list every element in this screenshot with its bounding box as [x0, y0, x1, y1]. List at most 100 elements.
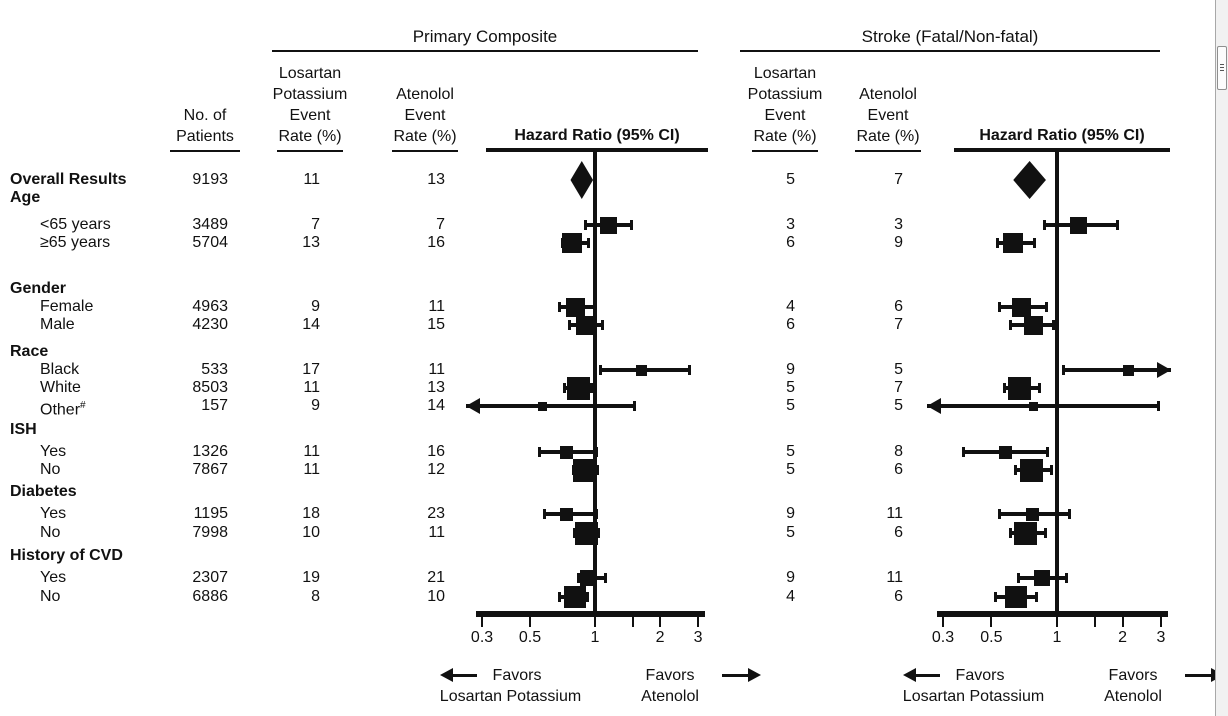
- favors-atenolol-label-pc: Favors: [645, 667, 695, 684]
- row-value: 11: [428, 361, 445, 378]
- col-underline: [752, 150, 818, 152]
- favors-left-arrow-icon: [903, 668, 916, 682]
- ci-cap: [1009, 528, 1013, 538]
- ci-cap: [587, 238, 591, 248]
- ci-line: [466, 404, 635, 408]
- ci-cap: [595, 465, 599, 475]
- ci-cap: [542, 509, 546, 519]
- row-value: 7: [894, 316, 903, 333]
- col-header-losartan-pc: Losartan Potassium Event Rate (%): [250, 63, 370, 147]
- row-value: 4230: [192, 316, 228, 333]
- x-axis-line: [476, 611, 706, 617]
- row-value: 1326: [192, 443, 228, 460]
- favors-losartan-drug-st: Losartan Potassium: [902, 688, 1045, 705]
- row-value: 5: [786, 443, 795, 460]
- axis-tick-label: 0.3: [470, 629, 494, 646]
- ci-cap: [687, 365, 691, 375]
- row-value: 13: [302, 234, 320, 251]
- axis-tick-label: 2: [1118, 629, 1128, 646]
- panel-title-primary-composite: Primary Composite: [272, 26, 698, 52]
- hr-square: [572, 458, 596, 482]
- row-value: 9: [311, 298, 320, 315]
- ci-cap: [537, 447, 541, 457]
- ci-cap: [568, 320, 572, 330]
- favors-atenolol-drug-st: Atenolol: [1104, 688, 1162, 705]
- hr-square: [1003, 233, 1024, 253]
- hr-square: [560, 445, 574, 459]
- row-value: 4963: [192, 298, 228, 315]
- row-value: 11: [303, 443, 320, 460]
- row-value: 6: [786, 316, 795, 333]
- col-header-line: Rate (%): [393, 128, 457, 145]
- hr-square: [1023, 315, 1043, 335]
- row-label: Race: [10, 343, 49, 360]
- col-header-line: Rate (%): [856, 128, 920, 145]
- hr-square: [564, 586, 587, 608]
- scrollbar-thumb[interactable]: [1217, 46, 1227, 90]
- axis-tick: [1160, 617, 1162, 627]
- row-value: 16: [427, 234, 445, 251]
- row-label: No: [40, 461, 61, 478]
- ci-arrow-left-icon: [927, 398, 941, 414]
- row-value: 11: [428, 524, 445, 541]
- ci-line: [927, 404, 1160, 408]
- row-value: 9: [786, 361, 795, 378]
- hr-square: [565, 297, 585, 317]
- ci-cap: [1032, 238, 1036, 248]
- row-value: 15: [427, 316, 445, 333]
- hr-square: [599, 216, 617, 234]
- ci-cap: [573, 528, 577, 538]
- ci-cap: [961, 447, 965, 457]
- row-value: 1195: [193, 505, 228, 522]
- row-value: 5: [786, 524, 795, 541]
- hr-diamond: [570, 161, 594, 199]
- row-value: 23: [427, 505, 445, 522]
- ci-arrow-left-icon: [466, 398, 481, 414]
- hr-square: [574, 521, 598, 545]
- row-label: No: [40, 588, 61, 605]
- hr-square: [635, 364, 647, 376]
- ci-cap: [1050, 465, 1054, 475]
- hr-square: [561, 233, 582, 253]
- reference-line: [1055, 150, 1059, 617]
- row-value: 11: [303, 461, 320, 478]
- row-label: Black: [40, 361, 80, 378]
- col-header-atenolol-st: Atenolol Event Rate (%): [828, 84, 948, 147]
- col-header-line: Event: [289, 107, 331, 124]
- ci-cap: [590, 383, 594, 393]
- hr-diamond: [1013, 161, 1046, 199]
- row-value: 17: [302, 361, 320, 378]
- ci-cap: [598, 365, 602, 375]
- col-underline: [170, 150, 240, 152]
- scrollbar-grip-icon: [1220, 64, 1224, 65]
- ci-cap: [593, 302, 597, 312]
- row-value: 21: [427, 569, 445, 586]
- panel-title-stroke: Stroke (Fatal/Non-fatal): [740, 26, 1160, 52]
- axis-tick: [1121, 617, 1124, 627]
- row-value: 19: [302, 569, 320, 586]
- hazard-ratio-header-pc: Hazard Ratio (95% CI): [486, 126, 708, 152]
- row-label: White: [40, 379, 81, 396]
- row-label: Yes: [40, 443, 67, 460]
- row-value: 14: [302, 316, 320, 333]
- ci-cap: [1042, 220, 1046, 230]
- row-value: 7998: [192, 524, 228, 541]
- axis-tick: [594, 617, 596, 627]
- scrollbar-track[interactable]: [1215, 0, 1228, 716]
- ci-cap: [1046, 447, 1050, 457]
- hr-square: [1007, 376, 1031, 400]
- row-value: 157: [201, 397, 228, 414]
- row-value: 2307: [192, 569, 228, 586]
- row-value: 533: [201, 361, 228, 378]
- ci-cap: [586, 592, 590, 602]
- ci-line: [1062, 368, 1171, 372]
- ci-cap: [557, 592, 561, 602]
- row-label: Overall Results: [10, 171, 127, 188]
- hr-square: [1012, 297, 1032, 317]
- favors-losartan-label-pc: Favors: [492, 667, 542, 684]
- row-value: 11: [428, 298, 445, 315]
- col-header-line: Atenolol: [859, 86, 917, 103]
- favors-atenolol-label-st: Favors: [1108, 667, 1158, 684]
- ci-cap: [632, 401, 636, 411]
- row-label: No: [40, 524, 61, 541]
